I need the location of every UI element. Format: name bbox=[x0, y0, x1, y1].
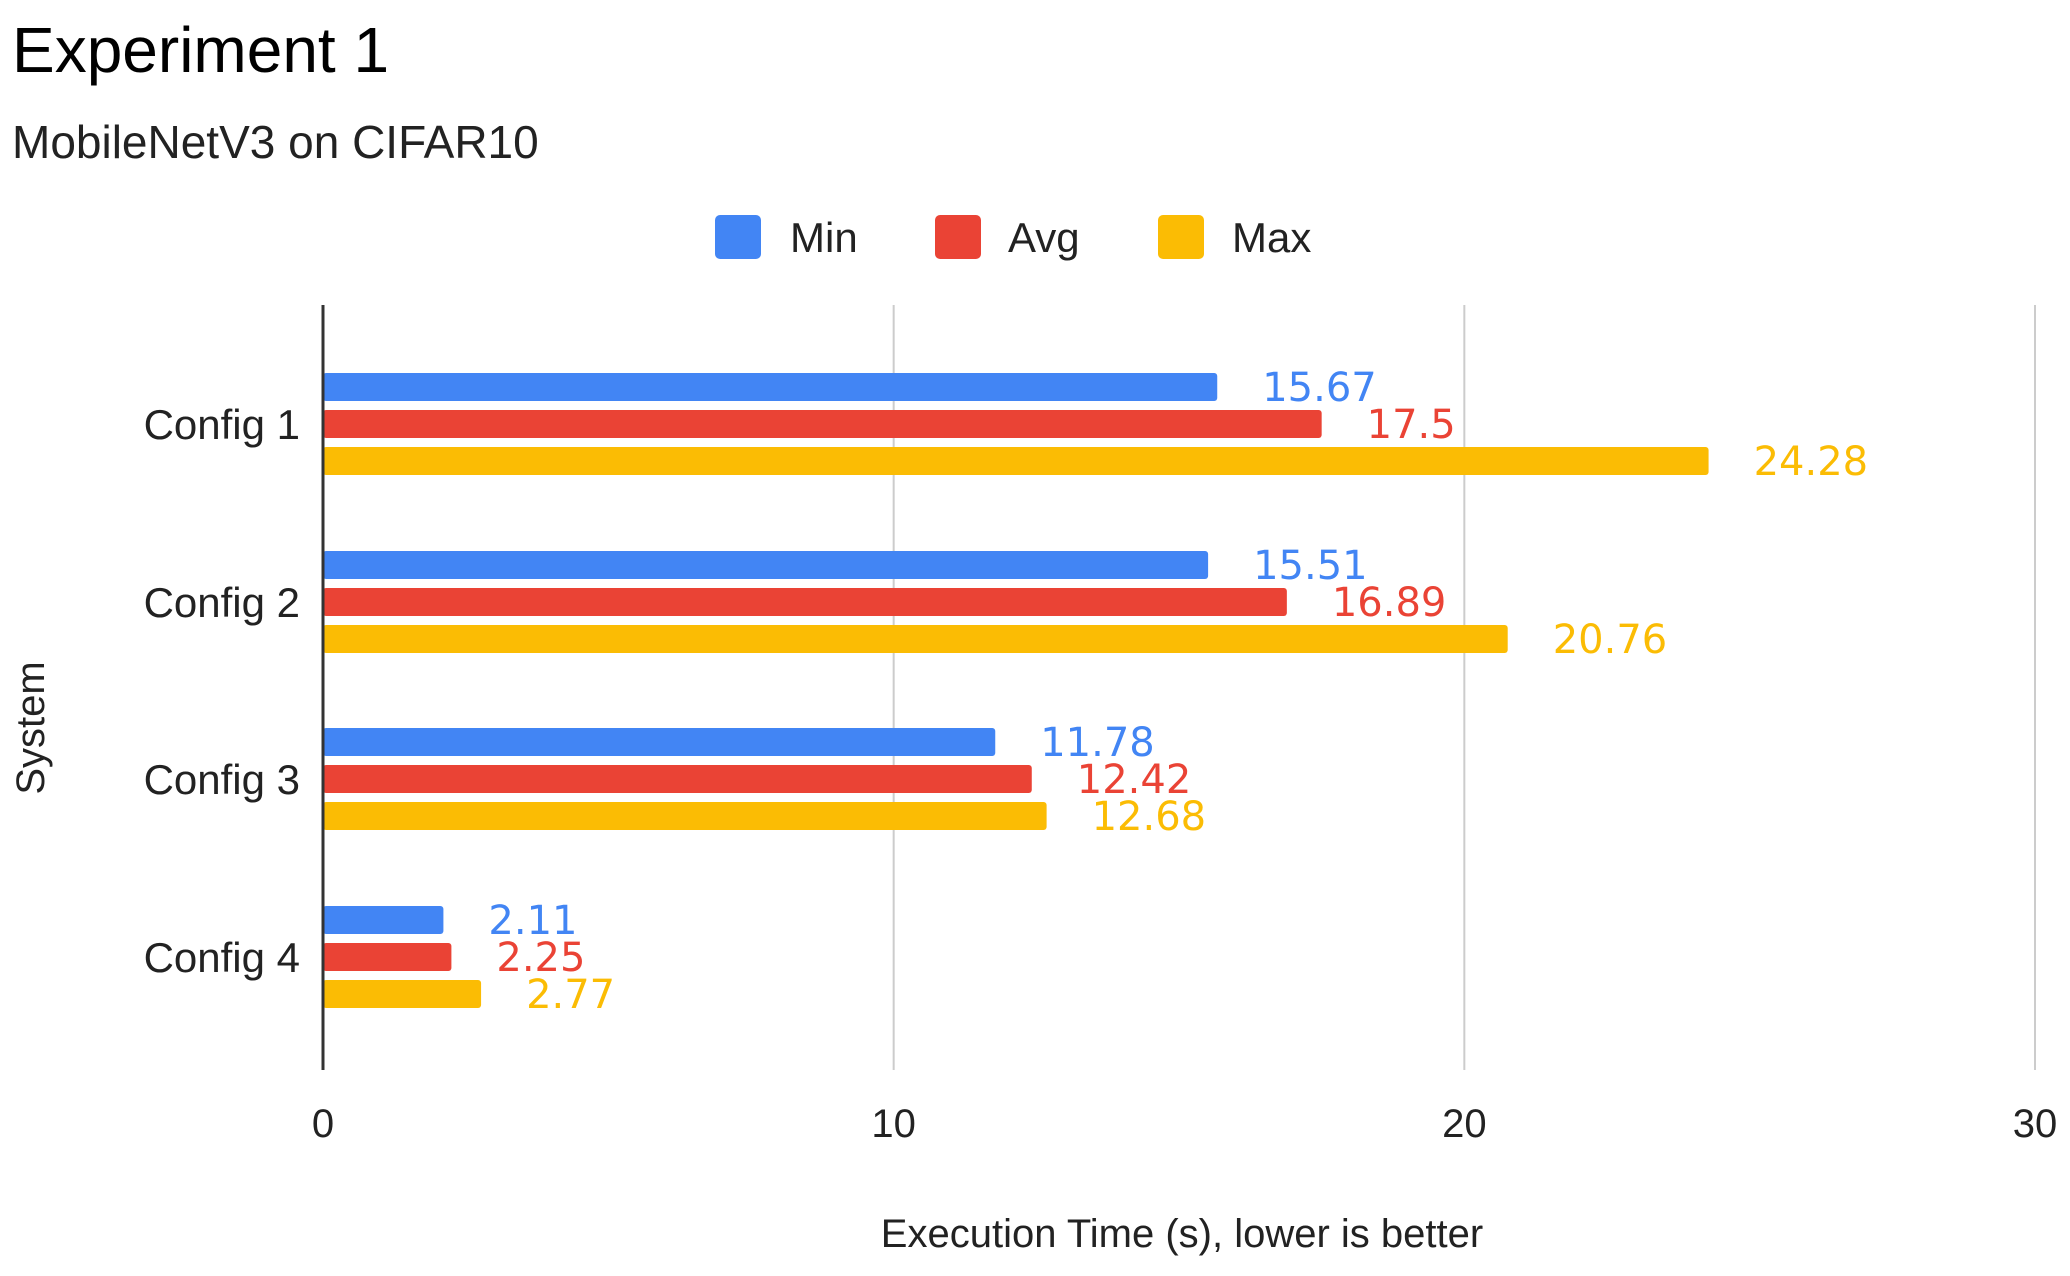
bar-avg-3 bbox=[323, 765, 1032, 793]
x-tick-label: 20 bbox=[1442, 1102, 1487, 1146]
bar-min-2 bbox=[323, 551, 1209, 579]
data-label-max-4: 2.77 bbox=[526, 972, 615, 1018]
data-label-avg-1: 17.5 bbox=[1367, 402, 1456, 448]
chart-title: Experiment 1 bbox=[12, 14, 389, 86]
legend-label-avg: Avg bbox=[1008, 214, 1080, 261]
chart-subtitle: MobileNetV3 on CIFAR10 bbox=[12, 116, 539, 168]
bar-max-3 bbox=[323, 802, 1047, 830]
legend-swatch-max bbox=[1158, 215, 1204, 259]
x-tick-label: 0 bbox=[312, 1102, 334, 1146]
category-label: Config 1 bbox=[144, 401, 300, 448]
data-label-avg-2: 16.89 bbox=[1332, 580, 1447, 626]
data-labels: 15.67 15.51 11.78 2.11 17.5 16.89 12.42 2.25 24.… bbox=[488, 365, 1868, 1018]
legend-label-max: Max bbox=[1232, 214, 1311, 261]
data-label-max-2: 20.76 bbox=[1553, 617, 1668, 663]
category-label: Config 2 bbox=[144, 579, 300, 626]
data-label-avg-3: 12.42 bbox=[1077, 757, 1192, 803]
bar-min-3 bbox=[323, 728, 996, 756]
y-axis-title: System bbox=[9, 661, 53, 794]
bar-max-1 bbox=[323, 447, 1709, 475]
axes: 0 10 20 30 Config 1 Config 2 Config 3 Config 4 bbox=[144, 305, 2058, 1146]
bar-avg-4 bbox=[323, 943, 452, 971]
bar-avg-1 bbox=[323, 410, 1322, 438]
bar-max-2 bbox=[323, 625, 1508, 653]
data-label-min-2: 15.51 bbox=[1253, 543, 1368, 589]
bar-min-1 bbox=[323, 373, 1218, 401]
data-label-min-3: 11.78 bbox=[1040, 720, 1155, 766]
bar-max-4 bbox=[323, 980, 482, 1008]
data-label-max-1: 24.28 bbox=[1754, 439, 1869, 485]
legend: Min Avg Max bbox=[715, 214, 1311, 261]
x-tick-label: 30 bbox=[2013, 1102, 2058, 1146]
data-label-max-3: 12.68 bbox=[1092, 794, 1207, 840]
bar-min-4 bbox=[323, 906, 444, 934]
data-label-min-4: 2.11 bbox=[488, 898, 577, 944]
category-label: Config 3 bbox=[144, 756, 300, 803]
legend-swatch-min bbox=[715, 215, 761, 259]
legend-label-min: Min bbox=[790, 214, 858, 261]
x-axis-title: Execution Time (s), lower is better bbox=[881, 1212, 1483, 1256]
category-label: Config 4 bbox=[144, 934, 300, 981]
data-label-min-1: 15.67 bbox=[1262, 365, 1377, 411]
bars bbox=[323, 373, 1709, 1008]
legend-swatch-avg bbox=[935, 215, 981, 259]
x-tick-label: 10 bbox=[871, 1102, 916, 1146]
data-label-avg-4: 2.25 bbox=[496, 935, 585, 981]
bar-avg-2 bbox=[323, 588, 1287, 616]
